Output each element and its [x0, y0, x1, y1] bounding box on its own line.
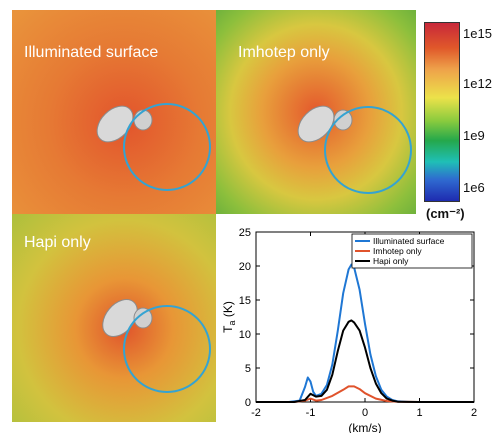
density-map-illuminated	[12, 10, 216, 214]
x-tick-label: 1	[416, 407, 422, 419]
x-tick-label: 0	[362, 407, 368, 419]
circle-outline-imhotep	[324, 106, 412, 194]
x-tick-label: 2	[471, 407, 477, 419]
comet-nucleus-hapi	[102, 299, 153, 337]
colorbar-tick-1e15: 1e15	[463, 26, 492, 41]
panel-hapi-only: Hapi only	[12, 214, 216, 422]
panel-label-illuminated: Illuminated surface	[24, 44, 159, 61]
y-axis-label: Ta (K)	[221, 301, 237, 333]
y-tick-label: 10	[239, 329, 251, 341]
x-tick-label: -2	[251, 407, 261, 419]
legend-entry-2: Hapi only	[373, 256, 409, 266]
x-axis-label: (km/s)	[348, 421, 381, 433]
x-tick-label: -1	[306, 407, 316, 419]
y-tick-label: 15	[239, 295, 251, 307]
panel-label-imhotep: Imhotep only	[238, 44, 330, 61]
series-line-0	[256, 263, 474, 403]
series-line-2	[256, 319, 474, 403]
comet-nucleus-imhotep	[297, 105, 353, 143]
circle-outline-illuminated	[123, 103, 211, 191]
colorbar-tick-1e6: 1e6	[463, 180, 485, 195]
y-tick-label: 20	[239, 261, 251, 273]
density-map-imhotep	[216, 10, 416, 214]
y-tick-label: 5	[245, 363, 251, 375]
circle-outline-hapi	[123, 305, 211, 393]
y-tick-label: 0	[245, 397, 251, 409]
colorbar	[424, 22, 460, 202]
legend-box	[351, 233, 473, 269]
panel-illuminated-surface: Illuminated surface	[12, 10, 216, 214]
line-chart: 0 5 10 15 20 25 -2 -1 0 1 2 (km/s) Ta (K) Illuminated…	[221, 227, 477, 433]
series-line-1	[256, 385, 474, 403]
colorbar-unit: (cm⁻²)	[426, 206, 465, 221]
density-map-hapi	[12, 214, 216, 422]
legend-entry-1: Imhotep only	[373, 246, 422, 256]
legend-entry-0: Illuminated surface	[373, 236, 445, 246]
panel-imhotep-only: Imhotep only	[216, 10, 416, 214]
colorbar-tick-1e12: 1e12	[463, 76, 492, 91]
panel-label-hapi: Hapi only	[24, 234, 91, 251]
colorbar-tick-1e9: 1e9	[463, 128, 485, 143]
y-tick-label: 25	[239, 227, 251, 239]
